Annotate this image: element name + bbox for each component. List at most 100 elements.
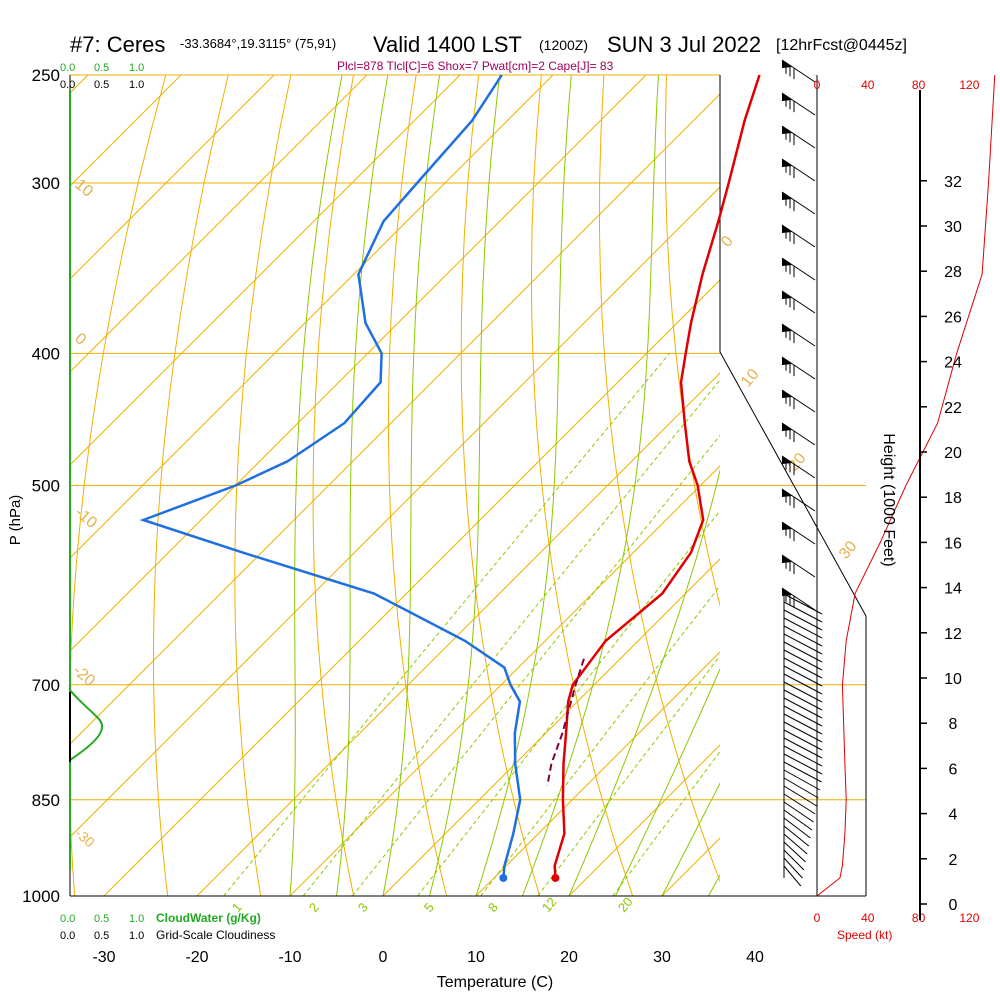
series-dewpoint [139,74,522,879]
speed-tick-top-80: 80 [912,78,926,92]
isotherm-line [196,372,720,896]
moist-adiabat-line [522,75,659,896]
pressure-tick-400: 400 [32,344,60,363]
title-date: SUN 3 Jul 2022 [607,32,761,57]
cw-top-05: 0.5 [94,62,109,74]
series-parcel [546,658,585,786]
pressure-tick-1000: 1000 [22,887,60,906]
pressure-tick-500: 500 [32,477,60,496]
height-tick-0: 0 [949,897,958,914]
height-tick-2: 2 [949,852,958,869]
cl-top-05: 0.5 [94,79,109,91]
height-tick-22: 22 [944,400,962,417]
wind-barb [783,809,813,831]
height-tick-6: 6 [949,761,958,778]
title-utc: (1200Z) [539,37,588,53]
isotherm-line [382,558,720,896]
temperature-tick-labels: -30 -20 -10 0 10 20 30 40 [92,949,764,966]
isotherm-line [70,75,461,466]
mixing-ratio-label: 12 [539,894,560,915]
wind-barb [783,833,808,855]
wind-barb [783,697,823,719]
isotherm-label: -20 [69,662,98,690]
moist-adiabat-line [475,75,572,896]
isotherm-label: -30 [72,825,98,850]
cl-bot-05: 0.5 [94,930,109,942]
wind-barb [783,841,806,863]
wind-barb [783,729,823,751]
series-temperature [553,74,761,879]
pressure-tick-labels: 250 300 400 500 700 850 1000 [22,66,60,906]
temp-tick--30: -30 [92,949,115,966]
cl-top-1: 1.0 [129,79,144,91]
title-valid: Valid 1400 LST [373,32,522,57]
dry-adiabat-line [854,75,1000,896]
wind-barb [781,422,816,446]
cl-top-0: 0.0 [60,79,75,91]
height-tick-24: 24 [944,355,962,372]
wind-barb [781,224,816,248]
surface-point-temperature [551,873,560,882]
isotherm-label: 0 [71,330,89,349]
wind-barb [781,521,816,545]
height-tick-8: 8 [949,716,958,733]
dry-adiabat-line [234,75,292,896]
isotherm-label: 10 [71,176,96,201]
wind-barb [783,689,823,711]
wind-barb [781,59,816,83]
height-tick-4: 4 [949,807,958,824]
wind-barb [783,745,823,767]
mixing-ratio-line [302,379,720,896]
wind-barb [783,777,819,799]
speed-tick-top-0: 0 [814,78,821,92]
moist-adiabat-line [336,75,389,896]
wind-barb [783,705,823,727]
wind-barb [783,849,805,871]
wind-barb [781,455,816,479]
height-tick-14: 14 [944,581,962,598]
dry-adiabat-line [312,75,355,896]
wind-barb [783,761,822,783]
isotherm-label: 10 [738,366,763,391]
sounding-series [139,74,761,882]
temp-tick-30: 30 [653,949,671,966]
wind-barb [781,125,816,149]
mixing-ratio-line [352,434,720,896]
isotherm-line [568,744,720,896]
isobar-lines [70,74,866,897]
temp-tick--20: -20 [185,949,208,966]
height-tick-32: 32 [944,174,962,191]
mixing-ratio-line [417,509,720,896]
speed-tick-bottom-80: 80 [912,911,926,925]
moist-adiabat-line [289,75,343,896]
mixing-ratio-line [537,655,720,896]
height-tick-16: 16 [944,535,962,552]
mixing-ratio-label: 2 [306,900,322,915]
height-axis-label: Height (1000 Feet) [880,433,897,566]
wind-barb [783,609,823,631]
wind-barb [781,356,816,380]
wind-barb [783,649,823,671]
isotherm-label: 0 [718,233,737,251]
speed-tick-top-120: 120 [959,78,979,92]
wind-barb [783,625,823,647]
height-tick-26: 26 [944,309,962,326]
temp-tick-10: 10 [467,949,485,966]
isotherm-line [70,75,554,559]
wind-barb [783,721,823,743]
dry-adiabat-line [152,75,229,896]
moist-adiabat-line [568,468,720,896]
isotherm-line [70,93,720,745]
wind-barb [783,785,818,807]
surface-point-dewpoint [499,873,508,882]
pressure-tick-300: 300 [32,174,60,193]
y-axis-label: P (hPa) [7,495,24,546]
temp-tick-0: 0 [379,949,388,966]
wind-barb [783,753,823,775]
wind-barb [783,657,823,679]
isotherm-line [70,75,275,280]
wind-barb [783,801,814,823]
wind-barb [783,593,823,615]
